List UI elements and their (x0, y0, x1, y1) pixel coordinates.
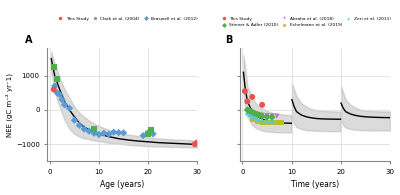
Point (86, 130, 92, 133)
Point (192, 143, 198, 146)
Legend: This Study, Stinner & Adler (2010), Abraha et al. (2018), Echelmann et al. (2019: This Study, Stinner & Adler (2010), Abra… (219, 17, 391, 27)
Point (52, 84, 58, 88)
Point (76, 124, 82, 127)
Point (269, 121, 275, 124)
Point (254, 117, 260, 120)
Point (96, 133, 102, 136)
Point (120, 131, 127, 134)
Point (264, 119, 270, 122)
Point (259, 115, 265, 118)
Point (59, 98, 65, 101)
Point (254, 113, 260, 116)
Point (252, 116, 258, 119)
Point (254, 113, 260, 116)
Point (264, 114, 270, 117)
Point (249, 95, 256, 98)
Point (242, 90, 248, 93)
Point (194, 141, 200, 144)
Point (116, 131, 122, 134)
Point (244, 109, 250, 112)
Point (249, 112, 256, 115)
Point (106, 133, 112, 136)
Point (256, 113, 263, 116)
Point (54, 91, 60, 94)
Point (252, 112, 258, 115)
X-axis label: Time (years): Time (years) (291, 180, 339, 190)
Point (50, 88, 57, 91)
Point (259, 118, 265, 121)
Point (264, 115, 270, 118)
Y-axis label: NEE (gC m⁻² yr⁻1): NEE (gC m⁻² yr⁻1) (6, 73, 13, 137)
X-axis label: Age (years): Age (years) (100, 180, 144, 190)
Point (269, 116, 275, 119)
Point (110, 131, 117, 134)
Point (140, 134, 146, 137)
Point (61, 103, 68, 106)
Point (91, 132, 97, 135)
Point (244, 108, 250, 112)
Point (56, 93, 63, 96)
Point (264, 121, 270, 124)
Point (150, 132, 156, 136)
Point (259, 103, 265, 106)
Point (256, 114, 263, 117)
Point (71, 119, 78, 122)
Point (249, 114, 256, 118)
Point (244, 100, 250, 103)
Point (274, 114, 280, 118)
Point (269, 114, 275, 118)
Point (81, 128, 88, 131)
Point (147, 128, 154, 131)
Point (259, 114, 265, 117)
Point (278, 121, 285, 124)
Point (66, 107, 73, 110)
Text: B: B (225, 35, 232, 45)
Point (249, 118, 256, 121)
Legend: This Study, Clark et al. (2004), Braswell et al. (2012): This Study, Clark et al. (2004), Braswel… (56, 17, 198, 21)
Point (274, 121, 280, 124)
Point (244, 111, 250, 114)
Point (101, 132, 107, 135)
Point (269, 119, 275, 122)
Point (252, 112, 258, 115)
Point (50, 66, 57, 69)
Text: A: A (25, 35, 32, 45)
Point (247, 109, 253, 113)
Point (247, 110, 253, 113)
Point (254, 120, 260, 123)
Point (54, 78, 60, 81)
Point (91, 127, 97, 130)
Point (145, 131, 151, 134)
Point (259, 121, 265, 124)
Point (145, 132, 151, 136)
Point (249, 110, 256, 113)
Point (247, 113, 253, 116)
